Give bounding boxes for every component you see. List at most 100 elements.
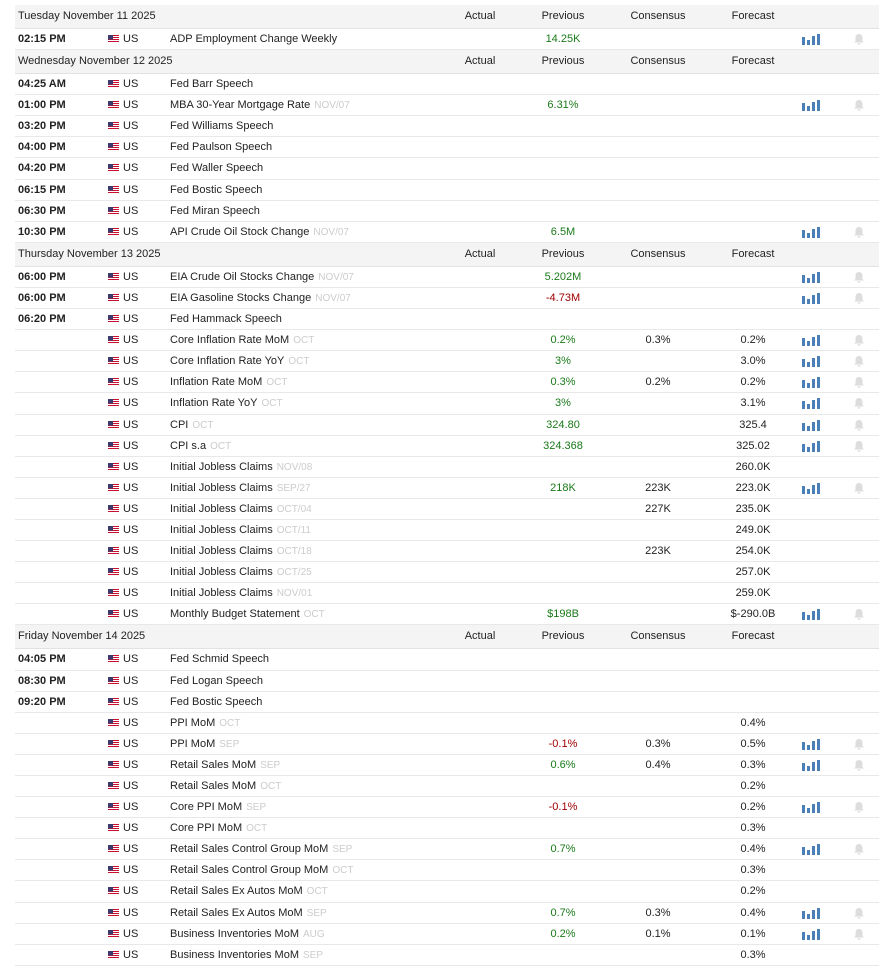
consensus-value: 227K [645,502,671,515]
event-row: US PPI MoM SEP -0.1% 0.3% 0.5% [15,734,879,755]
day-header: Friday November 14 2025 Actual Previous Con… [15,625,879,650]
country: US [123,162,139,175]
event-row: 06:15 PM US Fed Bostic Speech [15,180,879,201]
event-row: 04:00 PM US Fed Paulson Speech [15,137,879,159]
event-name: Retail Sales Ex Autos MoM [170,885,303,898]
reference-period: OCT [293,335,315,347]
alert-bell[interactable] [853,907,865,919]
alert-bell[interactable] [853,482,865,494]
alert-bell[interactable] [853,33,865,45]
forecast-value: 0.2% [740,885,766,898]
country: US [123,99,139,112]
event-name-cell: Inflation Rate YoY OCT [170,393,283,414]
event-row: US Core PPI MoM OCT 0.3% [15,818,879,840]
reference-period: OCT [246,823,268,835]
country: US [123,183,139,196]
event-name-cell: Fed Schmid Speech [170,649,269,669]
alert-bell[interactable] [853,759,865,771]
event-name-cell: Core Inflation Rate MoM OCT [170,330,314,351]
event-name-cell: Core PPI MoM OCT [170,818,267,839]
country: US [123,460,139,473]
column-header: Previous [541,55,585,68]
forecast-value: 260.0K [735,460,771,473]
country: US [123,566,139,579]
alert-bell[interactable] [853,440,865,452]
sparkline-icon [802,419,820,431]
event-name-cell: Fed Waller Speech [170,158,263,178]
alert-bell[interactable] [853,334,865,346]
country: US [123,822,139,835]
country: US [123,843,139,856]
event-name: Inflation Rate MoM [170,376,263,389]
country: US [123,78,139,91]
event-row: 06:00 PM US EIA Crude Oil Stocks Change NOV… [15,267,879,288]
previous-value: -0.1% [548,801,578,814]
event-name-cell: Fed Hammack Speech [170,309,282,329]
event-name: Initial Jobless Claims [170,545,273,558]
column-header: Forecast [731,55,775,68]
country: US [123,927,139,940]
forecast-value: 257.0K [735,566,771,579]
calendar: Tuesday November 11 2025 Actual Previous Co… [15,5,879,966]
day-header: Tuesday November 11 2025 Actual Previous Co… [15,5,879,29]
event-name: API Crude Oil Stock Change [170,225,310,238]
alert-bell[interactable] [853,801,865,813]
reference-period: NOV/07 [313,226,349,238]
reference-period: OCT [303,609,325,621]
sparkline-icon [802,759,820,771]
previous-value: 324.80 [546,418,580,431]
forecast-value: $-290.0B [730,608,776,621]
consensus-value: 0.3% [645,906,671,919]
alert-bell[interactable] [853,419,865,431]
event-name: Fed Hammack Speech [170,313,282,326]
alert-bell[interactable] [853,397,865,410]
event-name-cell: Business Inventories MoM SEP [170,945,323,966]
alert-bell[interactable] [853,376,865,389]
alert-bell[interactable] [853,843,865,856]
reference-period: OCT [219,717,241,729]
alert-bell[interactable] [853,99,865,111]
alert-bell[interactable] [853,292,865,304]
event-name: PPI MoM [170,716,216,729]
event-name: Fed Bostic Speech [170,695,263,708]
reference-period: NOV/08 [276,461,313,473]
alert-bell[interactable] [853,608,865,621]
flag-icon [108,782,119,790]
reference-period: OCT/04 [276,503,312,515]
flag-icon [108,866,119,875]
country: US [123,737,139,750]
alert-bell[interactable] [853,738,865,750]
sparkline-icon [802,609,820,621]
sparkline-icon [802,928,820,940]
column-header: Consensus [630,630,686,643]
alert-bell[interactable] [853,226,865,238]
country: US [123,801,139,814]
event-name: Business Inventories MoM [170,927,299,940]
previous-value: -0.1% [548,737,578,750]
flag-icon [108,185,119,194]
alert-bell[interactable] [853,271,865,283]
event-row: 03:20 PM US Fed Williams Speech [15,116,879,138]
event-time: 06:00 PM [18,291,66,304]
event-time: 02:15 PM [18,33,66,45]
event-row: 06:00 PM US EIA Gasoline Stocks Change NOV/… [15,288,879,310]
reference-period: SEP [303,949,324,961]
column-header: Forecast [731,10,775,22]
event-name-cell: Inflation Rate MoM OCT [170,372,287,393]
event-row: US Business Inventories MoM SEP 0.3% [15,945,879,966]
event-row: US Business Inventories MoM AUG 0.2% 0.1% 0.1… [15,924,879,945]
alert-bell[interactable] [853,928,865,940]
event-name: Initial Jobless Claims [170,587,273,600]
alert-bell[interactable] [853,355,865,368]
country: US [123,418,139,431]
forecast-value: 0.3% [740,948,766,961]
forecast-value: 0.3% [740,822,766,835]
day-header: Wednesday November 12 2025 Actual Previous… [15,50,879,75]
event-row: 06:30 PM US Fed Miran Speech [15,201,879,222]
country: US [123,397,139,410]
event-name: Business Inventories MoM [170,948,299,961]
event-row: 04:05 PM US Fed Schmid Speech [15,649,879,671]
event-name-cell: Initial Jobless Claims NOV/01 [170,583,312,604]
flag-icon [108,845,119,854]
previous-value: 3% [555,355,571,368]
